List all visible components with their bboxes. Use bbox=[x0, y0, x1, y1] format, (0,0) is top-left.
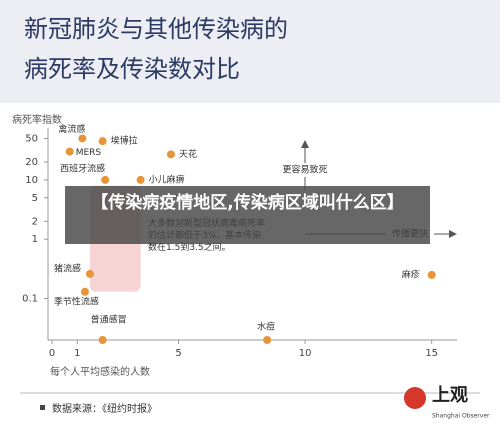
x-tick-label: 15 bbox=[425, 348, 438, 359]
logo-subtitle: Shanghai Observer bbox=[432, 413, 490, 420]
y-tick-label: 10 bbox=[25, 175, 38, 186]
x-axis-label: 每个人平均感染的人数 bbox=[50, 365, 150, 378]
title-line: 新冠肺炎与其他传染病的 bbox=[24, 15, 288, 43]
point-label: 西班牙流感 bbox=[60, 162, 105, 174]
x-tick-label: 0 bbox=[49, 348, 55, 359]
y-tick-label: 50 bbox=[25, 133, 38, 144]
point bbox=[78, 134, 87, 143]
point bbox=[101, 175, 110, 184]
point-label: 麻疹 bbox=[402, 268, 420, 280]
point-label: 禽流感 bbox=[58, 123, 85, 135]
point-label: 普通感冒 bbox=[91, 314, 127, 326]
point bbox=[65, 147, 74, 156]
y-tick-label: 20 bbox=[25, 157, 38, 168]
point bbox=[166, 150, 175, 159]
x-tick-label: 5 bbox=[175, 348, 181, 359]
point bbox=[85, 269, 94, 278]
y-axis-label: 病死率指数 bbox=[12, 113, 62, 126]
bullet bbox=[40, 405, 45, 410]
logo-name: 上观 bbox=[432, 385, 468, 406]
point-label: 天花 bbox=[179, 148, 197, 160]
point-label: 水痘 bbox=[257, 321, 275, 333]
arrow-label-bg bbox=[276, 163, 334, 177]
title-line: 病死率及传染数对比 bbox=[24, 55, 240, 83]
point bbox=[98, 336, 107, 344]
point-label: MERS bbox=[76, 148, 102, 158]
logo-icon bbox=[404, 387, 426, 409]
x-tick-label: 1 bbox=[74, 348, 80, 359]
source: 数据来源：《纽约时报》 bbox=[52, 402, 157, 415]
point bbox=[80, 287, 89, 296]
overlay-banner: 【传染病疫情地区,传染病区域叫什么区】 bbox=[65, 186, 430, 244]
point-label: 埃博拉 bbox=[111, 135, 138, 147]
point-label: 猪流感 bbox=[54, 262, 81, 274]
point bbox=[263, 336, 272, 344]
point bbox=[136, 175, 145, 184]
point bbox=[98, 137, 107, 146]
y-tick-label: 0.1 bbox=[22, 294, 38, 305]
point-label: 小儿麻痹 bbox=[149, 173, 185, 185]
point bbox=[427, 270, 436, 279]
y-tick-label: 2 bbox=[32, 216, 38, 227]
arrow-up-label: 更容易致死 bbox=[282, 164, 327, 176]
header-bg bbox=[0, 0, 500, 103]
point-label: 季节性流感 bbox=[54, 295, 99, 307]
y-tick-label: 1 bbox=[32, 234, 38, 245]
y-tick-label: 5 bbox=[32, 193, 38, 204]
x-tick-label: 10 bbox=[299, 348, 312, 359]
